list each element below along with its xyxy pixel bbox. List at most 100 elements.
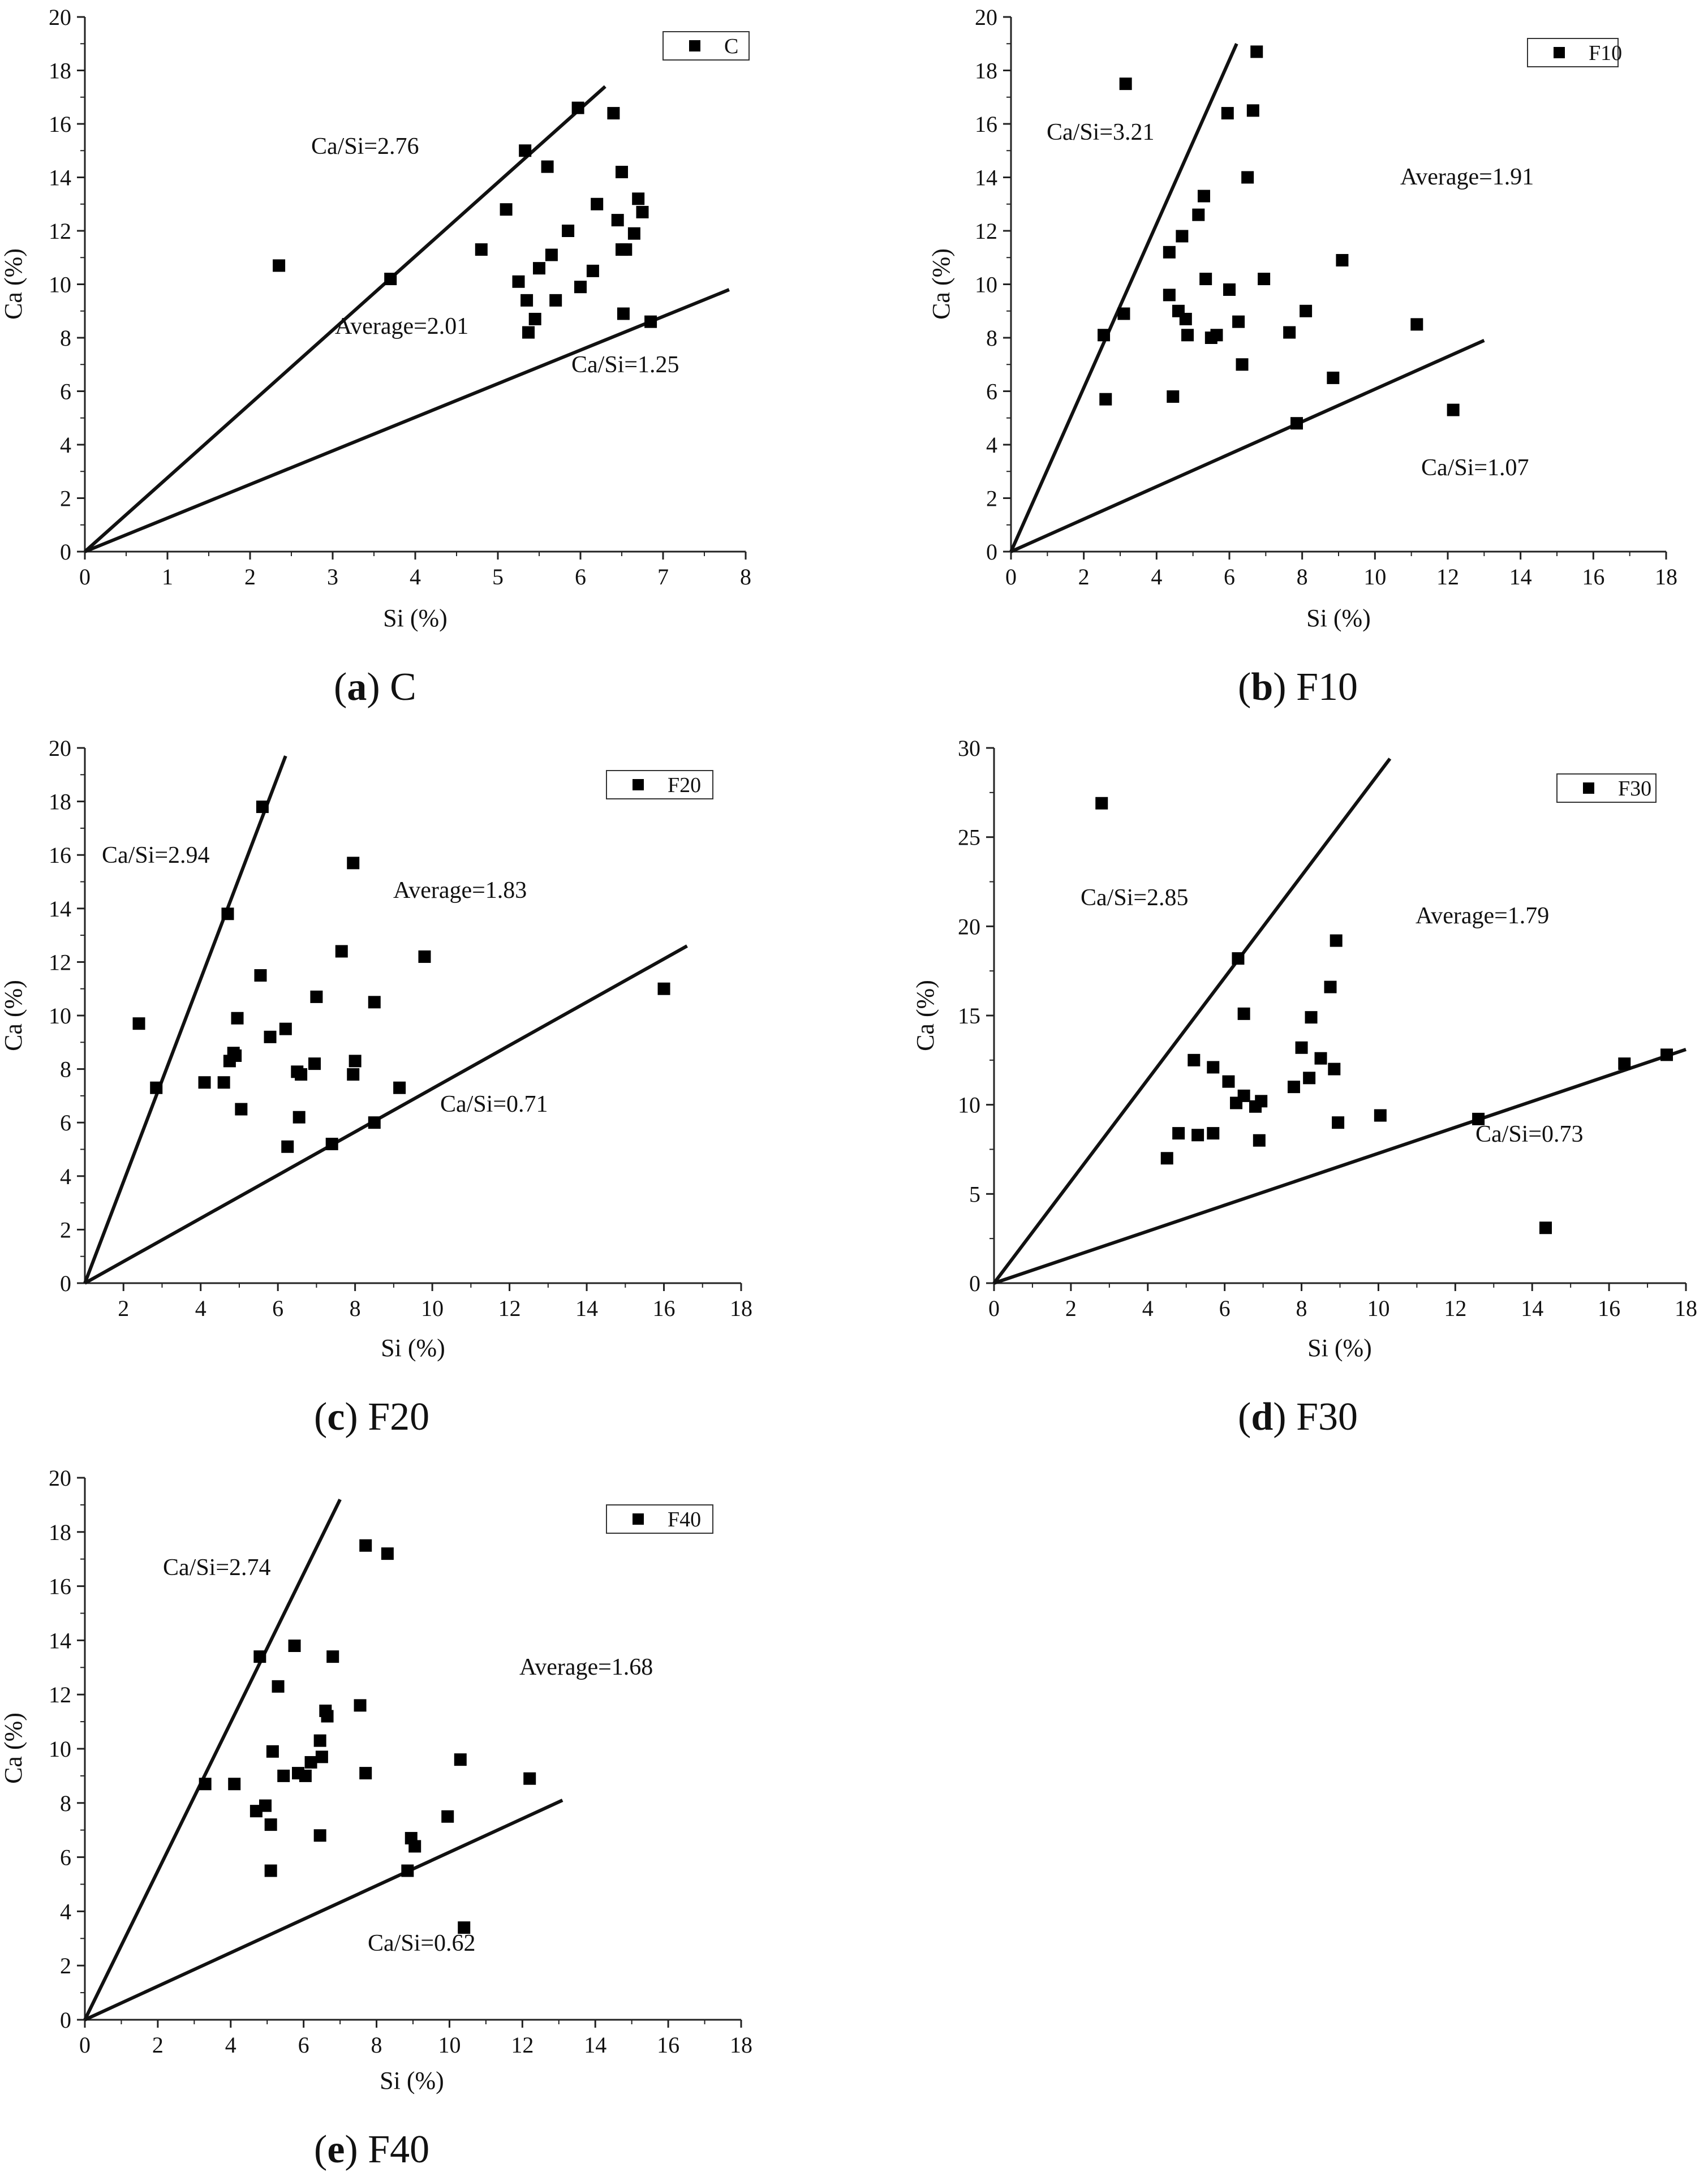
data-point — [1303, 1072, 1316, 1085]
data-point — [1236, 358, 1249, 371]
data-point — [1539, 1221, 1552, 1234]
data-point — [541, 160, 554, 173]
x-tick-label: 12 — [498, 1296, 521, 1321]
y-tick-label: 0 — [60, 539, 71, 565]
data-point — [381, 1547, 394, 1560]
x-tick-label: 14 — [1509, 564, 1532, 590]
x-tick-label: 18 — [730, 1296, 752, 1321]
legend-label: F10 — [1589, 41, 1622, 65]
data-point — [454, 1753, 467, 1766]
data-point — [321, 1710, 334, 1723]
data-point — [393, 1081, 406, 1094]
y-tick-label: 4 — [60, 1164, 71, 1189]
data-point — [299, 1769, 312, 1782]
data-point — [277, 1769, 290, 1782]
data-point — [1295, 1041, 1308, 1054]
data-point — [264, 1818, 277, 1831]
y-tick-label: 12 — [49, 218, 71, 244]
data-point — [217, 1076, 230, 1089]
x-tick-label: 8 — [740, 564, 751, 590]
annotation-label: Ca/Si=0.71 — [440, 1091, 548, 1117]
y-axis-label: Ca (%) — [0, 248, 27, 320]
ratio-line — [1009, 43, 1238, 553]
data-point — [500, 203, 513, 216]
chart-panel-d: 0 5 10 15 20 25 30 0 2 4 6 8 10 12 14 16 18 Si (%) Ca (%) C… — [911, 735, 1697, 1362]
data-point — [1300, 304, 1313, 317]
data-point — [253, 1650, 266, 1663]
y-tick-label: 16 — [49, 1574, 71, 1599]
data-point — [1176, 230, 1189, 243]
x-tick-label: 6 — [298, 2032, 309, 2058]
data-point — [1336, 253, 1349, 266]
data-point — [1232, 315, 1245, 328]
y-tick-label: 4 — [60, 1899, 71, 1924]
y-tick-label: 18 — [49, 789, 71, 815]
y-tick-label: 16 — [49, 842, 71, 868]
legend-label: F40 — [668, 1508, 701, 1532]
x-tick-label: 18 — [1655, 564, 1677, 590]
data-point — [586, 264, 599, 277]
data-point — [279, 1022, 292, 1035]
legend: F20 — [606, 770, 713, 799]
data-point — [1305, 1011, 1318, 1024]
y-tick-label: 2 — [60, 1217, 71, 1242]
data-point — [315, 1750, 328, 1763]
data-point — [408, 1840, 421, 1853]
data-point — [1098, 329, 1111, 342]
data-point — [221, 907, 234, 920]
y-tick-label: 10 — [49, 1736, 71, 1762]
x-tick-label: 18 — [1675, 1296, 1697, 1321]
data-point — [349, 1055, 362, 1068]
y-tick-label: 10 — [49, 272, 71, 298]
data-point — [1447, 403, 1460, 416]
y-tick-label: 30 — [958, 735, 980, 761]
caption-b: (b) F10 — [1238, 665, 1358, 709]
annotation-label: Average=2.01 — [335, 313, 468, 339]
y-tick-label: 2 — [60, 486, 71, 511]
data-point — [1255, 1095, 1268, 1108]
y-tick-label: 15 — [958, 1003, 980, 1029]
data-point — [636, 205, 649, 218]
x-tick-label: 14 — [584, 2032, 606, 2058]
y-tick-label: 4 — [986, 432, 997, 458]
y-tick-label: 20 — [49, 5, 71, 30]
y-tick-label: 14 — [975, 165, 997, 191]
x-tick-label: 14 — [1521, 1296, 1543, 1321]
ratio-line — [83, 755, 287, 1284]
ratio-line — [84, 944, 688, 1285]
x-tick-label: 6 — [575, 564, 586, 590]
data-point — [273, 259, 286, 272]
x-tick-label: 4 — [225, 2032, 236, 2058]
data-point — [1119, 78, 1132, 91]
legend-box — [1527, 38, 1619, 67]
y-axis-label: Ca (%) — [0, 980, 27, 1051]
data-point — [519, 144, 532, 157]
data-point — [616, 166, 628, 179]
data-point — [1237, 1007, 1250, 1020]
data-point — [256, 801, 269, 814]
data-point — [235, 1103, 248, 1116]
y-tick-label: 6 — [60, 379, 71, 405]
data-point — [304, 1756, 317, 1769]
data-point — [1199, 273, 1212, 286]
data-point — [1327, 371, 1340, 384]
data-point — [264, 1030, 277, 1043]
data-point — [1237, 1089, 1250, 1102]
data-point — [354, 1699, 367, 1712]
x-tick-label: 5 — [492, 564, 504, 590]
x-tick-label: 6 — [1219, 1296, 1231, 1321]
x-tick-label: 12 — [1444, 1296, 1466, 1321]
caption-e: (e) F40 — [314, 2128, 430, 2171]
y-tick-label: 2 — [60, 1953, 71, 1978]
data-point — [1117, 307, 1130, 320]
x-tick-label: 4 — [410, 564, 421, 590]
y-tick-label: 6 — [60, 1845, 71, 1870]
data-point — [1210, 329, 1223, 342]
data-point — [347, 1068, 360, 1081]
data-point — [1163, 289, 1176, 302]
data-point — [1374, 1109, 1387, 1122]
x-axis-label: Si (%) — [383, 604, 448, 632]
data-point — [533, 262, 545, 275]
data-point — [1258, 273, 1271, 286]
